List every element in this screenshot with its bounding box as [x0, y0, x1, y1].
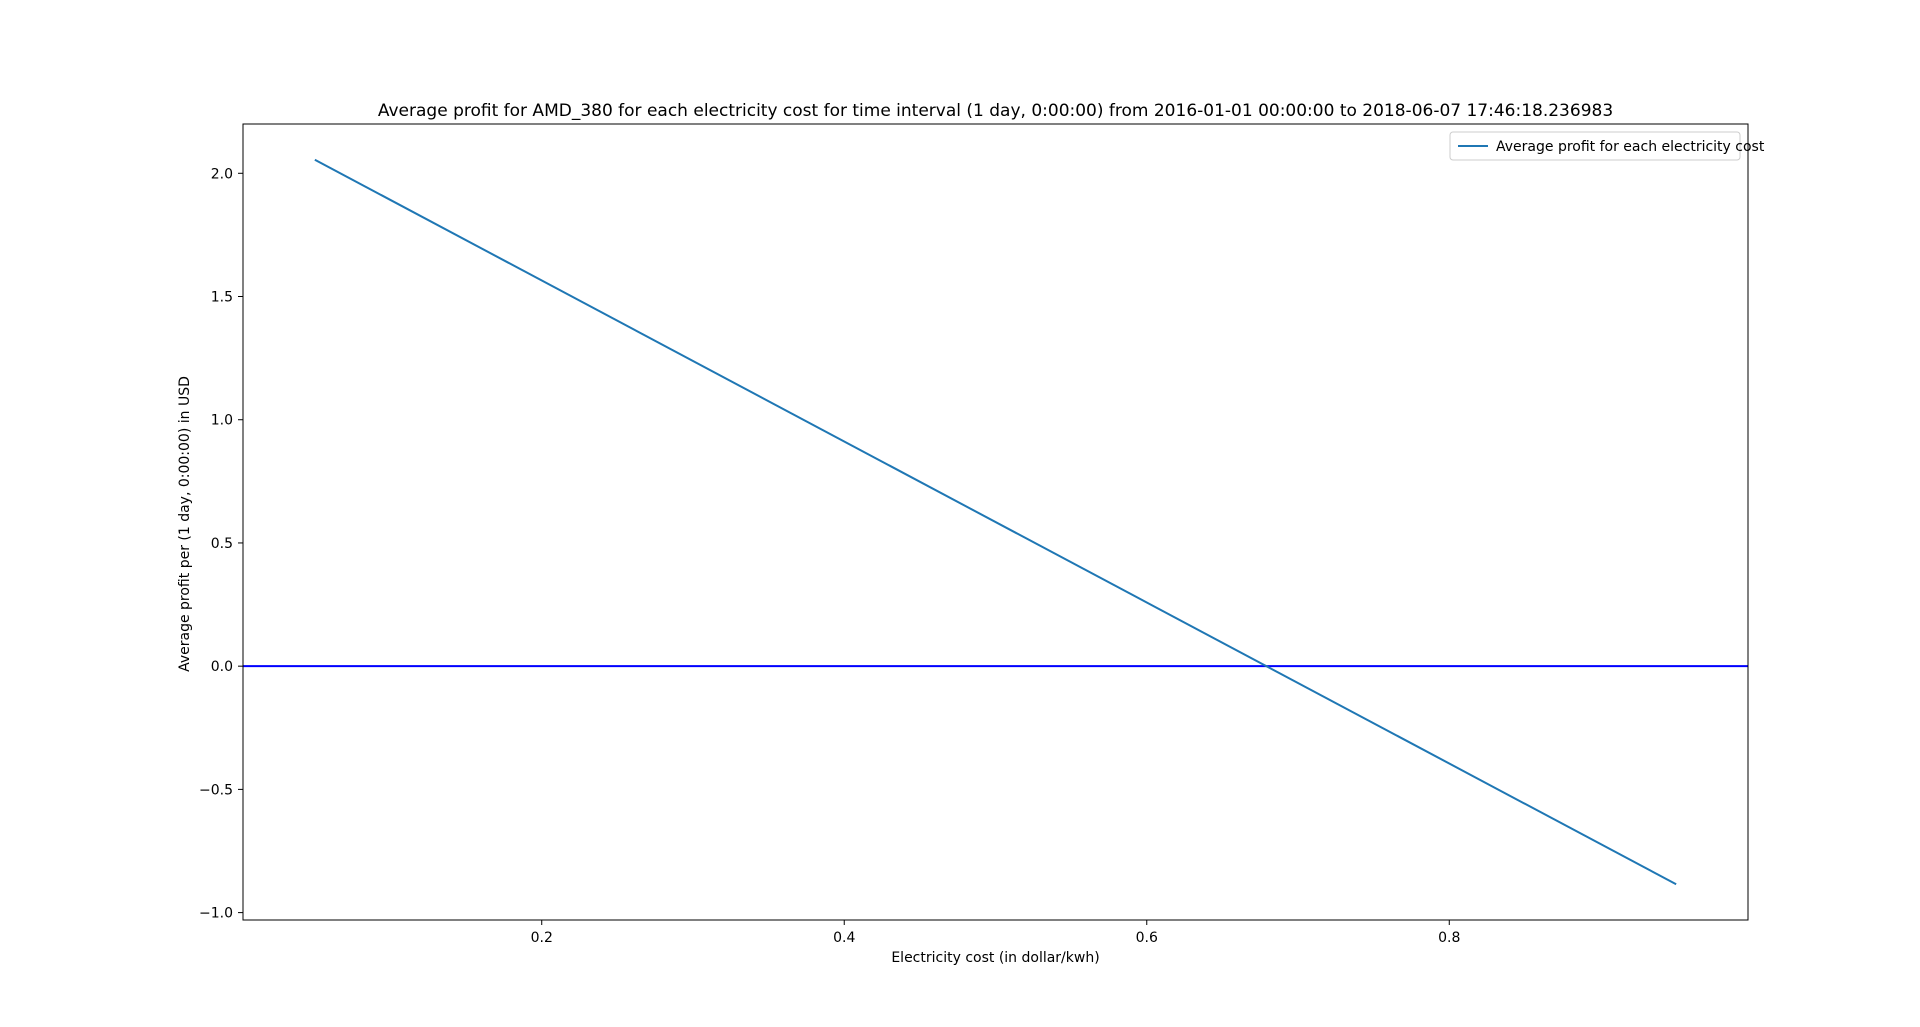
x-tick-label: 0.4	[833, 930, 855, 946]
x-axis: 0.2 0.4 0.6 0.8	[531, 920, 1460, 946]
legend: Average profit for each electricity cost	[1449, 131, 1765, 161]
y-tick-label: 0.5	[211, 536, 233, 552]
y-tick-label: 2.0	[211, 166, 233, 182]
y-tick-label: 1.5	[211, 290, 233, 306]
y-axis-label: Average profit per (1 day, 0:00:00) in U…	[177, 376, 193, 672]
y-axis: −1.0 −0.5 0.0 0.5 1.0 1.5 2.0	[199, 166, 243, 922]
series-line	[314, 158, 1677, 886]
y-tick-label: −0.5	[199, 782, 233, 798]
series-layer	[314, 158, 1677, 886]
plot-area	[242, 123, 1749, 921]
y-tick-label: 1.0	[211, 413, 233, 429]
x-axis-label: Electricity cost (in dollar/kwh)	[891, 950, 1099, 966]
chart-title: Average profit for AMD_380 for each elec…	[378, 101, 1613, 121]
x-tick-label: 0.6	[1136, 930, 1158, 946]
legend-label: Average profit for each electricity cost	[1496, 139, 1765, 155]
y-tick-label: 0.0	[211, 659, 233, 675]
x-tick-label: 0.2	[531, 930, 553, 946]
plot-border	[242, 123, 1749, 921]
y-tick-label: −1.0	[199, 906, 233, 922]
x-tick-label: 0.8	[1438, 930, 1460, 946]
legend-box	[1449, 131, 1741, 161]
